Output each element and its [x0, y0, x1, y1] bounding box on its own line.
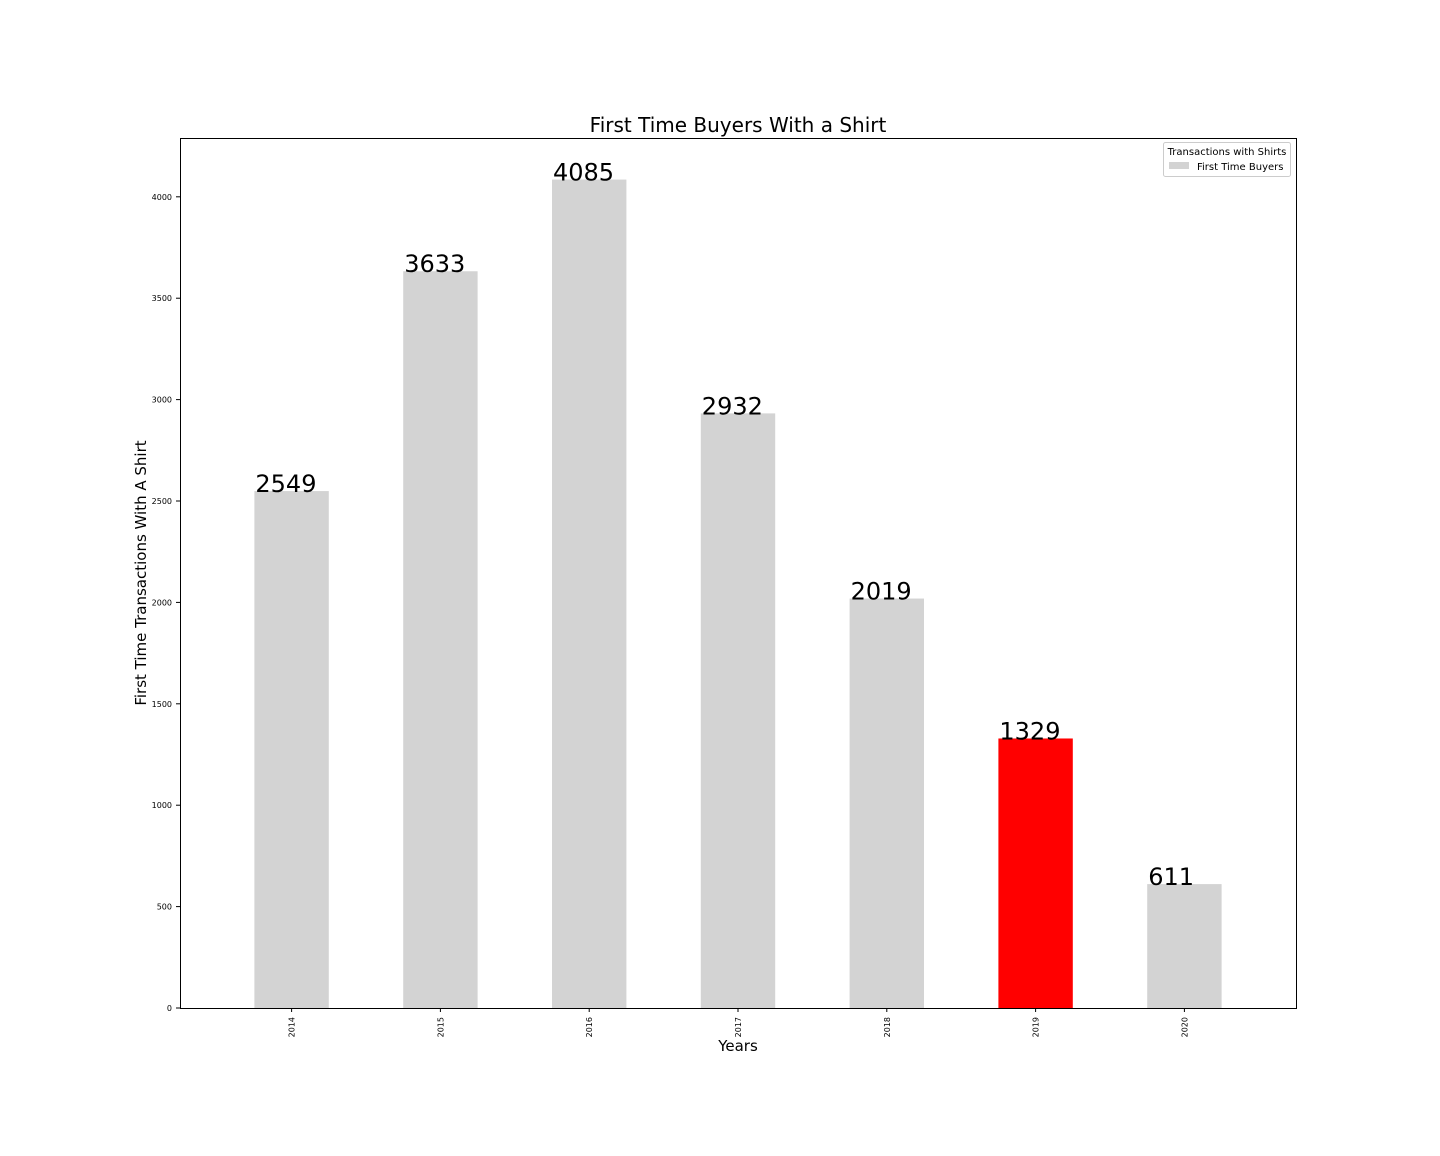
x-axis-ticks: 2014 2015 2016 2017 2018 2019 2020 [288, 1008, 1189, 1037]
legend-entry-label: First Time Buyers [1197, 162, 1283, 173]
y-tick-label-1000: 1000 [152, 801, 172, 810]
data-label-2014: 2549 [255, 470, 316, 498]
y-tick-label-3000: 3000 [152, 396, 172, 405]
data-label-2017: 2932 [702, 392, 763, 420]
bar-2015 [403, 271, 478, 1008]
bar-2017 [700, 413, 776, 1009]
chart-title: First Time Buyers With a Shirt [590, 113, 887, 137]
x-tick-label-2019: 2019 [1032, 1017, 1041, 1037]
x-tick-label-2014: 2014 [288, 1017, 297, 1037]
y-tick-label-3500: 3500 [152, 294, 172, 303]
bar-2020 [1147, 884, 1222, 1008]
data-label-2016: 4085 [553, 159, 614, 187]
y-tick-label-500: 500 [157, 903, 172, 912]
bar-2018 [849, 598, 924, 1008]
bar-2014 [254, 491, 329, 1008]
y-axis-label: First Time Transactions With A Shirt [132, 440, 150, 705]
y-axis-ticks: 0 500 1000 1500 2000 2500 3000 3500 4000 [152, 193, 180, 1013]
bar-2016 [552, 179, 627, 1008]
bar-2019 [998, 738, 1073, 1008]
legend-swatch [1169, 162, 1189, 169]
y-tick-label-4000: 4000 [152, 193, 172, 202]
data-labels-layer: 2549 3633 4085 2932 2019 1329 611 [255, 159, 1194, 892]
legend: Transactions with Shirts First Time Buye… [1163, 142, 1291, 177]
y-tick-label-2000: 2000 [152, 598, 172, 607]
x-tick-label-2017: 2017 [734, 1017, 743, 1037]
y-tick-label-2500: 2500 [152, 497, 172, 506]
legend-title: Transactions with Shirts [1167, 147, 1287, 158]
x-tick-label-2016: 2016 [585, 1017, 594, 1037]
bars-layer [254, 179, 1222, 1009]
x-tick-label-2018: 2018 [883, 1017, 892, 1037]
data-label-2015: 3633 [404, 250, 465, 278]
plot-frame [180, 138, 1297, 1009]
x-tick-label-2020: 2020 [1180, 1017, 1189, 1037]
data-label-2019: 1329 [999, 717, 1060, 745]
x-axis-label: Years [717, 1037, 758, 1055]
legend-box [1163, 142, 1291, 177]
data-label-2020: 611 [1148, 863, 1194, 891]
data-label-2018: 2019 [851, 578, 912, 606]
y-tick-label-1500: 1500 [152, 700, 172, 709]
x-tick-label-2015: 2015 [436, 1017, 445, 1037]
y-tick-label-0: 0 [167, 1004, 172, 1013]
